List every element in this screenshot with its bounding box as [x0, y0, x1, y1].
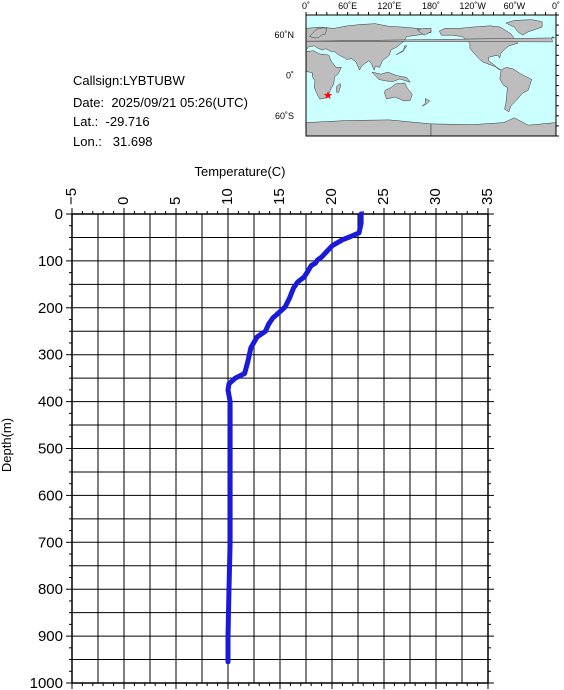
y-tick-label: 1000 [30, 675, 63, 690]
profile-point [233, 375, 238, 381]
land-japan [396, 45, 408, 55]
x-tick-label: 5 [167, 197, 184, 205]
profile-point [270, 315, 275, 321]
land-madagascar [336, 83, 341, 93]
y-tick-label: 400 [38, 394, 63, 411]
y-tick-label: 300 [38, 347, 63, 364]
x-tick-label: 15 [271, 188, 288, 205]
profile-point [358, 211, 364, 217]
temperature-depth-profile: −5 0 5 10 15 20 25 30 35010020030040050060070080… [0, 164, 496, 690]
land-antarctica [305, 119, 432, 137]
latitude-row: Lat.: -29.716 [73, 114, 150, 129]
y-tick-label: 500 [38, 441, 63, 458]
map-lon-label: 60˚E [338, 1, 357, 11]
longitude-value: 31.698 [112, 134, 153, 149]
y-tick-label: 600 [38, 487, 63, 504]
x-tick-label: 35 [479, 188, 496, 205]
y-tick-label: 800 [38, 581, 63, 598]
profile-point [291, 285, 296, 291]
x-axis-label: Temperature(C) [194, 164, 285, 179]
y-tick-label: 700 [38, 534, 63, 551]
profile-point [315, 257, 320, 263]
x-tick-label: 25 [375, 188, 392, 205]
y-tick-label: 100 [38, 253, 63, 270]
date-row: Date: 2025/09/21 05:26(UTC) [73, 95, 248, 110]
profile-point [225, 659, 231, 665]
profile-point [313, 261, 318, 266]
profile-point [348, 234, 353, 239]
profile-point [356, 230, 362, 235]
profile-point [225, 387, 231, 393]
x-tick-label: 10 [219, 188, 236, 205]
map-lat-label: 60˚S [275, 111, 294, 121]
profile-point [227, 399, 233, 404]
map-lon-label: 60˚W [504, 1, 526, 11]
land-uk [306, 36, 556, 43]
profile-point [248, 345, 254, 350]
map-lat-label: 60˚N [274, 30, 294, 40]
profile-point [242, 371, 247, 376]
profile-point [324, 249, 329, 254]
map-lon-label: 120˚W [459, 1, 486, 11]
y-axis-label: Depth(m) [0, 418, 14, 472]
longitude-row: Lon.: 31.698 [73, 134, 153, 149]
land-north-america [438, 25, 519, 71]
land-australia [384, 82, 413, 102]
map-lon-label: 180˚ [422, 1, 440, 11]
x-tick-label: −5 [63, 188, 80, 205]
profile-point [227, 446, 233, 451]
callsign-value: LYBTUBW [122, 73, 185, 88]
map-lat-label: 0˚ [286, 71, 294, 81]
land-greenland [505, 19, 543, 36]
y-tick-label: 900 [38, 628, 63, 645]
profile-point [225, 633, 231, 639]
map-lon-label: 120˚E [377, 1, 401, 11]
land-new-zealand [421, 97, 431, 107]
land-indonesia [371, 71, 411, 83]
x-tick-label: 30 [427, 188, 444, 205]
land-scandinavia [309, 27, 328, 39]
profile-point [358, 221, 364, 226]
latitude-label: Lat.: [73, 114, 99, 129]
profile-point [304, 270, 310, 275]
land-south-america [499, 67, 533, 113]
profile-point [263, 329, 268, 334]
temperature-profile-line [225, 211, 364, 665]
profile-point [340, 237, 345, 242]
date-value: 2025/09/21 05:26(UTC) [111, 95, 248, 110]
latitude-value: -29.716 [105, 114, 150, 129]
world-map: 0˚ 60˚E 120˚E 180˚ 120˚W 60˚W 0˚ 60˚N 0˚ 60˚S [274, 1, 560, 137]
callsign-row: Callsign:LYBTUBW [73, 73, 185, 88]
profile-point [319, 254, 324, 260]
y-tick-label: 0 [55, 206, 63, 223]
profile-point [266, 322, 271, 327]
profile-point [309, 263, 314, 268]
profile-point [301, 275, 307, 280]
station-marker-star [323, 91, 333, 100]
profile-point [245, 359, 250, 364]
profile-point [226, 587, 232, 592]
profile-point [227, 540, 233, 545]
map-lon-label: 0˚ [302, 1, 310, 11]
profile-point [254, 334, 260, 340]
callsign-label: Callsign: [73, 73, 123, 88]
x-tick-label: 0 [115, 197, 132, 205]
y-tick-label: 200 [38, 300, 63, 317]
profile-point [329, 243, 335, 249]
profile-point [227, 493, 233, 498]
land-alaska-west [416, 28, 432, 36]
x-tick-label: 20 [323, 188, 340, 205]
map-lon-label: 0˚ [552, 1, 560, 11]
profile-point [277, 309, 283, 314]
date-label: Date: [73, 95, 105, 110]
profile-point [287, 296, 292, 301]
longitude-label: Lon.: [73, 134, 102, 149]
profile-point [295, 279, 300, 285]
profile-point [283, 304, 288, 310]
profile-point [226, 381, 232, 386]
